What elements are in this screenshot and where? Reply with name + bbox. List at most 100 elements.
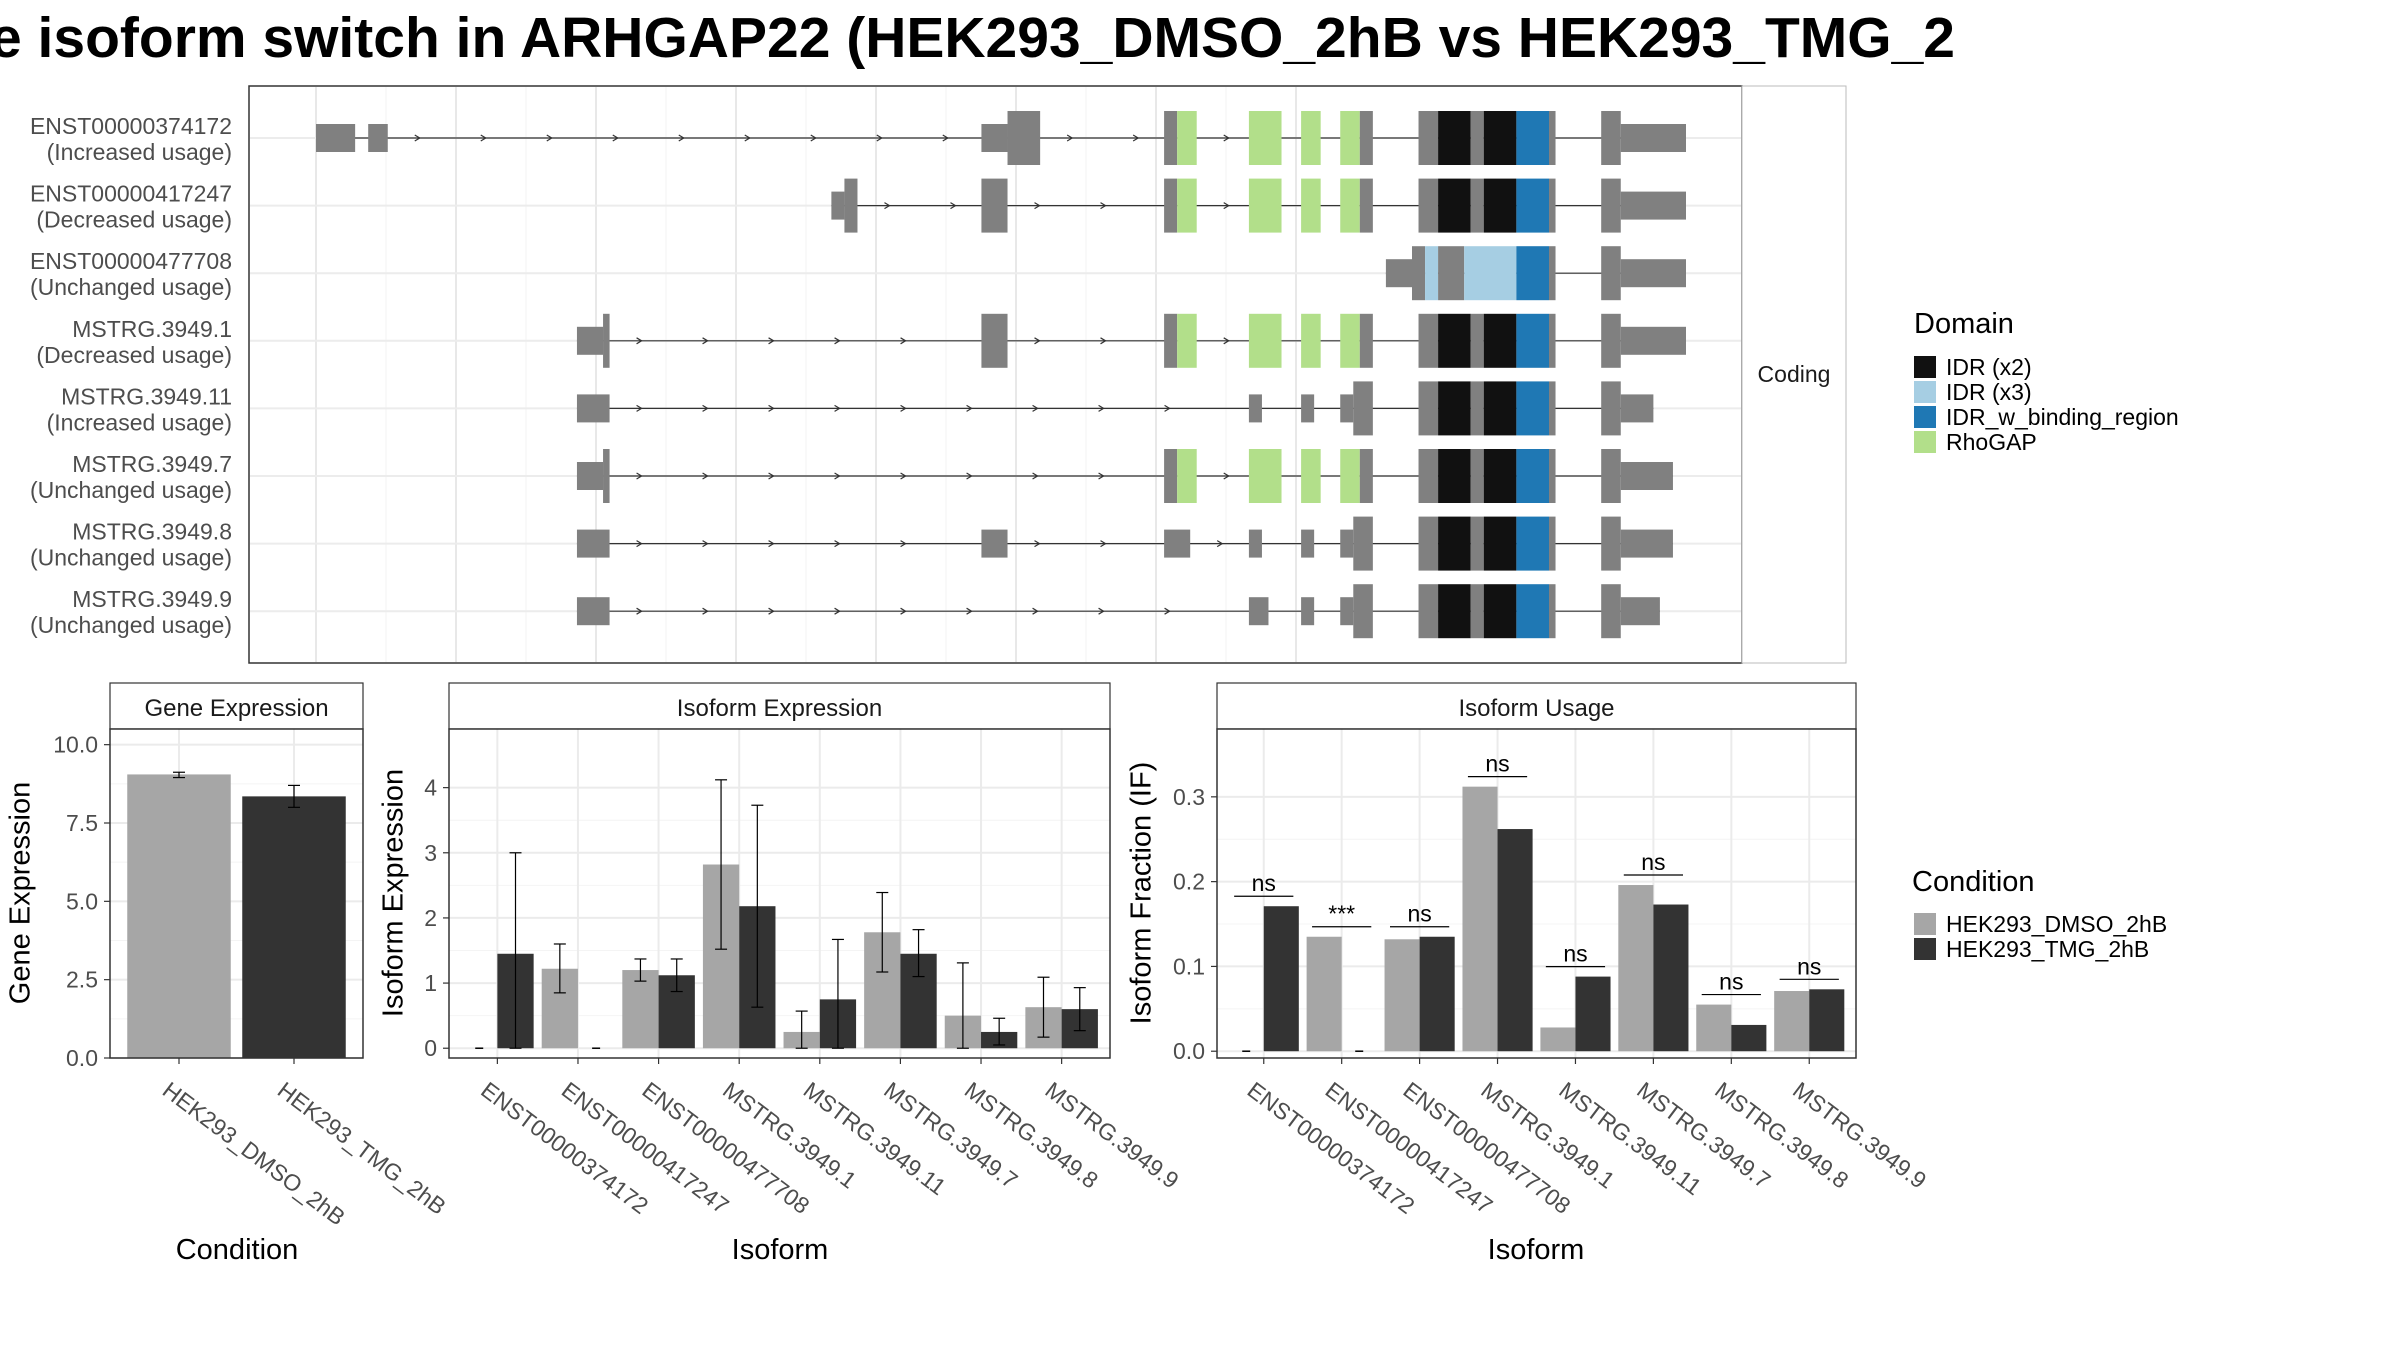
structure-plot-border xyxy=(248,85,1743,664)
panel-title: Gene Expression xyxy=(144,695,328,722)
intron-arrow xyxy=(900,337,907,345)
x-tick-label: MSTRG.3949.7 xyxy=(1632,1077,1775,1194)
domain-segment xyxy=(1483,449,1517,503)
intron-arrow xyxy=(1066,134,1074,142)
coding-exon xyxy=(1601,111,1621,165)
intron-arrow xyxy=(900,472,907,480)
y-tick-label: 1 xyxy=(424,970,437,996)
coding-exon xyxy=(1601,449,1621,503)
domain-segment xyxy=(1516,313,1549,368)
coding-exon xyxy=(981,313,1008,368)
isoform-usage-label: (Decreased usage) xyxy=(36,207,232,233)
domain-segment xyxy=(1301,111,1321,165)
error-bar xyxy=(876,891,889,973)
coding-exon xyxy=(1601,381,1621,436)
significance-label: ns xyxy=(1485,751,1509,777)
panel-title: Isoform Expression xyxy=(677,695,882,722)
error-bar xyxy=(553,943,566,994)
intron-arrow xyxy=(1164,404,1171,412)
domain-legend-swatch xyxy=(1914,356,1936,378)
coding-exon xyxy=(1418,449,1439,503)
bar xyxy=(1306,936,1342,1052)
error-bar xyxy=(751,804,764,1008)
intron-arrow xyxy=(744,134,751,142)
coding-exon xyxy=(1418,313,1439,368)
coding-exon xyxy=(1549,516,1556,571)
domain-segment xyxy=(1464,246,1517,301)
intron-arrow xyxy=(966,472,973,480)
isoform-usage-label: (Unchanged usage) xyxy=(30,545,232,571)
coding-exon xyxy=(844,178,858,233)
condition-legend-label: HEK293_DMSO_2hB xyxy=(1946,911,2167,937)
isoform-usage-label: (Increased usage) xyxy=(47,409,232,435)
coding-exon xyxy=(1549,178,1556,233)
intron-arrow xyxy=(876,134,883,142)
utr-exon xyxy=(1385,259,1412,288)
coding-exon xyxy=(1549,111,1556,165)
domain-legend-title: Domain xyxy=(1914,308,2014,340)
domain-segment xyxy=(1340,313,1360,368)
structure-gridlines xyxy=(315,87,1297,662)
intron-arrow xyxy=(884,202,891,210)
condition-legend-swatch xyxy=(1914,913,1936,935)
x-tick-label: MSTRG.3949.8 xyxy=(960,1077,1103,1194)
panel-title: Isoform Usage xyxy=(1458,695,1614,722)
intron-arrow xyxy=(900,607,907,615)
domain-segment xyxy=(1438,313,1471,368)
intron-arrow xyxy=(1223,472,1230,480)
panel-border xyxy=(448,728,1111,1059)
intron-arrow xyxy=(942,134,949,142)
error-bar xyxy=(509,852,522,1049)
domain-segment xyxy=(1516,516,1549,571)
intron-arrow xyxy=(480,134,487,142)
intron-arrow xyxy=(768,337,775,345)
intron-arrow xyxy=(768,404,775,412)
isoform-usage-label: (Decreased usage) xyxy=(36,342,232,368)
error-bar xyxy=(912,929,925,978)
domain-segment xyxy=(1483,111,1517,165)
y-axis-title: Gene Expression xyxy=(5,782,37,1004)
coding-exon xyxy=(1470,313,1484,368)
isoform-row: MSTRG.3949.8(Unchanged usage) xyxy=(30,516,1741,571)
utr-exon xyxy=(1301,529,1315,558)
utr-exon xyxy=(1620,326,1686,355)
expression-panels: Gene Expression0.02.55.07.510.0HEK293_DM… xyxy=(5,682,1931,1266)
error-bar xyxy=(173,771,185,779)
x-tick-label: MSTRG.3949.8 xyxy=(1710,1077,1853,1194)
intron-arrow xyxy=(1223,337,1230,345)
intron-arrow xyxy=(1100,337,1107,345)
coding-exon xyxy=(1470,449,1484,503)
coding-exon xyxy=(1359,111,1373,165)
x-tick-label: MSTRG.3949.9 xyxy=(1788,1077,1931,1194)
domain-segment xyxy=(1438,381,1471,436)
bar xyxy=(127,774,231,1058)
intron-arrow xyxy=(636,472,643,480)
isoform-row: MSTRG.3949.11(Increased usage) xyxy=(47,381,1741,436)
panel-strip xyxy=(109,682,364,730)
domain-segment xyxy=(1177,111,1197,165)
isoform-row: ENST00000417247(Decreased usage) xyxy=(30,178,1741,233)
significance-label: ns xyxy=(1641,849,1665,875)
intron-arrow xyxy=(834,337,841,345)
y-tick-label: 7.5 xyxy=(66,810,98,836)
coding-exon xyxy=(1007,111,1041,165)
domain-segment xyxy=(1177,313,1197,368)
coding-exon xyxy=(1438,246,1465,301)
domain-legend-label: IDR (x2) xyxy=(1946,354,2032,380)
domain-legend-swatch xyxy=(1914,406,1936,428)
isoform-usage-label: (Unchanged usage) xyxy=(30,612,232,638)
intron-arrow xyxy=(702,607,709,615)
bar xyxy=(1384,939,1420,1052)
coding-exon xyxy=(981,178,1008,233)
bar xyxy=(1653,904,1689,1052)
intron-arrow xyxy=(950,202,957,210)
x-tick-label: MSTRG.3949.7 xyxy=(879,1077,1022,1194)
error-bar xyxy=(956,962,969,1049)
coding-exon xyxy=(1418,111,1439,165)
utr-exon xyxy=(1248,529,1262,558)
intron-arrow xyxy=(1098,404,1105,412)
coding-exon xyxy=(603,449,610,503)
coding-exon xyxy=(1359,178,1373,233)
panel-border xyxy=(1216,728,1857,1059)
y-tick-label: 0 xyxy=(424,1035,437,1061)
